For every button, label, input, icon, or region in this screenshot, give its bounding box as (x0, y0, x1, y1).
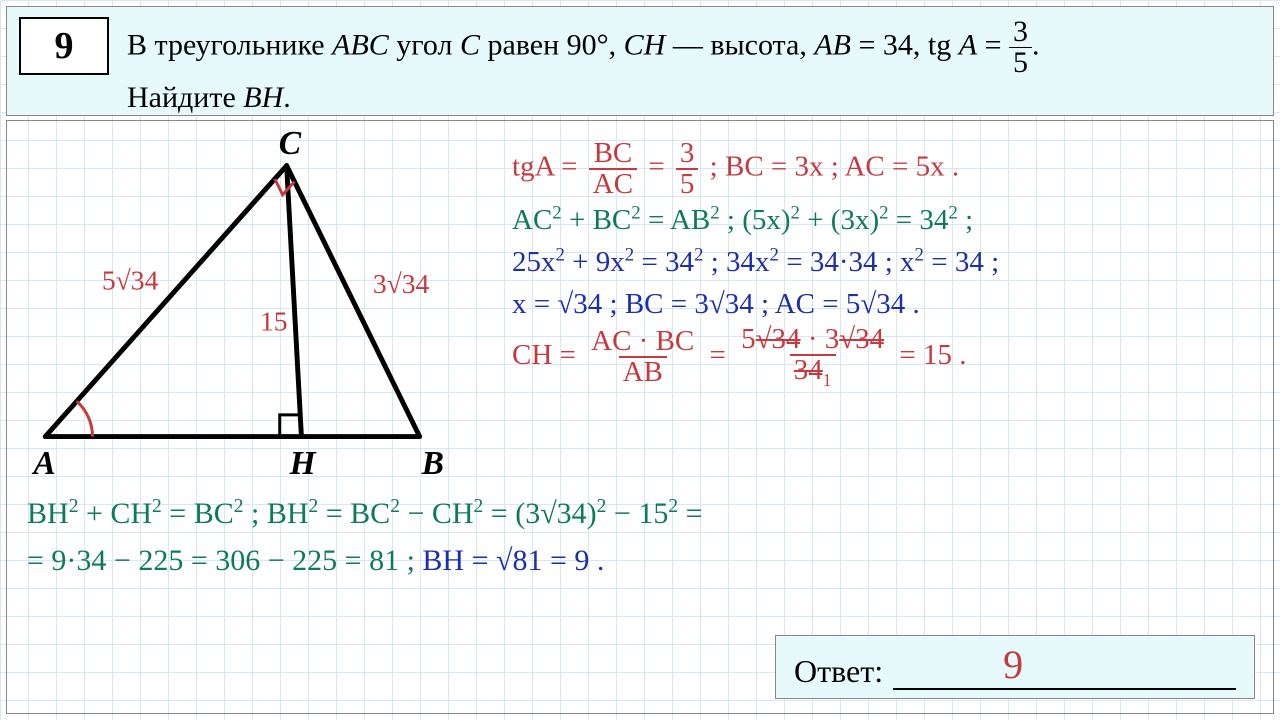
svg-text:5√34: 5√34 (102, 264, 159, 295)
solution-bottom-lines: BH2 + CH2 = BC2 ; BH2 = BC2 − CH2 = (3√3… (27, 491, 1259, 584)
solution-area: A B C H 5√34 3√34 15 tgA = BCAC = 35 ; B… (6, 120, 1274, 714)
svg-text:3√34: 3√34 (373, 268, 430, 299)
svg-text:A: A (31, 445, 55, 482)
answer-label: Ответ: (794, 653, 883, 690)
problem-text: В треугольнике ABC угол C равен 90°, CH … (127, 7, 1273, 119)
triangle-diagram: A B C H 5√34 3√34 15 (27, 141, 497, 476)
svg-text:C: C (279, 125, 302, 162)
svg-text:15: 15 (260, 306, 288, 337)
answer-box: Ответ: 9 (775, 635, 1255, 699)
problem-number: 9 (19, 17, 109, 75)
answer-underline: 9 (893, 648, 1236, 690)
svg-text:H: H (289, 445, 317, 482)
answer-value: 9 (1003, 641, 1023, 688)
svg-text:B: B (421, 445, 444, 482)
problem-header: 9 В треугольнике ABC угол C равен 90°, C… (6, 6, 1274, 116)
